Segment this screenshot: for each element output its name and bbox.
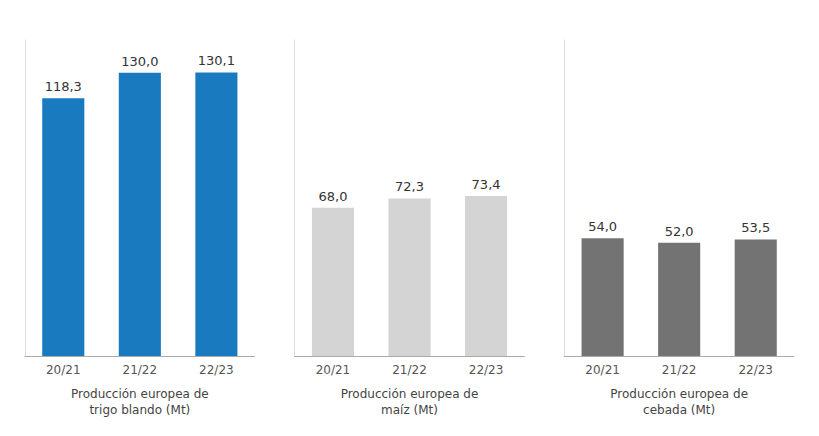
svg-text:52,0: 52,0 xyxy=(665,224,694,239)
svg-text:22/23: 22/23 xyxy=(199,363,234,377)
svg-text:130,0: 130,0 xyxy=(121,54,158,69)
svg-text:130,1: 130,1 xyxy=(198,53,235,68)
svg-text:53,5: 53,5 xyxy=(741,220,770,235)
svg-text:73,4: 73,4 xyxy=(472,177,501,192)
svg-text:68,0: 68,0 xyxy=(318,189,347,204)
svg-text:22/23: 22/23 xyxy=(738,363,773,377)
svg-text:20/21: 20/21 xyxy=(46,363,81,377)
svg-text:21/22: 21/22 xyxy=(392,363,427,377)
svg-text:20/21: 20/21 xyxy=(585,363,620,377)
svg-text:cebada (Mt): cebada (Mt) xyxy=(643,403,715,417)
svg-text:21/22: 21/22 xyxy=(123,363,158,377)
svg-text:72,3: 72,3 xyxy=(395,179,424,194)
svg-text:54,0: 54,0 xyxy=(588,219,617,234)
svg-text:21/22: 21/22 xyxy=(662,363,697,377)
svg-text:maíz (Mt): maíz (Mt) xyxy=(381,403,438,417)
svg-text:Producción europea de: Producción europea de xyxy=(341,387,479,401)
svg-text:Producción europea de: Producción europea de xyxy=(71,387,209,401)
svg-text:20/21: 20/21 xyxy=(316,363,351,377)
svg-text:trigo blando (Mt): trigo blando (Mt) xyxy=(89,403,190,417)
svg-text:22/23: 22/23 xyxy=(469,363,504,377)
svg-text:Producción europea de: Producción europea de xyxy=(610,387,748,401)
svg-text:118,3: 118,3 xyxy=(45,79,82,94)
